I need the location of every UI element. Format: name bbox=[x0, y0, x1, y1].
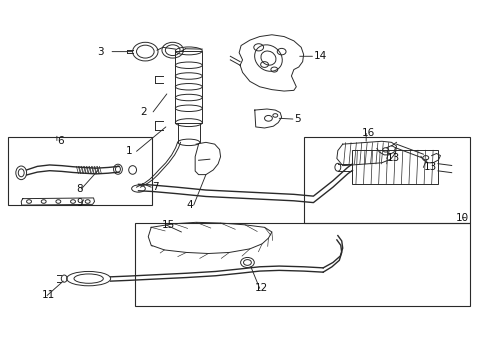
Text: 7: 7 bbox=[152, 182, 159, 192]
Text: 1: 1 bbox=[126, 146, 133, 156]
Text: 4: 4 bbox=[186, 200, 193, 210]
Text: 5: 5 bbox=[294, 114, 300, 124]
Text: 2: 2 bbox=[141, 107, 147, 117]
Text: 11: 11 bbox=[42, 291, 55, 301]
Text: 6: 6 bbox=[57, 136, 64, 145]
Bar bbox=[8, 137, 152, 205]
Text: 13: 13 bbox=[423, 162, 437, 172]
Bar bbox=[175, 51, 202, 123]
Bar bbox=[352, 150, 438, 184]
Text: 15: 15 bbox=[162, 220, 175, 230]
Text: 3: 3 bbox=[97, 46, 103, 57]
Text: 10: 10 bbox=[456, 213, 469, 222]
Text: 13: 13 bbox=[387, 153, 400, 163]
Text: 12: 12 bbox=[255, 283, 268, 293]
Text: 16: 16 bbox=[362, 129, 375, 138]
Bar bbox=[304, 137, 470, 223]
Bar bbox=[135, 223, 470, 306]
Text: 14: 14 bbox=[314, 51, 327, 61]
Text: 8: 8 bbox=[76, 184, 83, 194]
Text: 9: 9 bbox=[76, 198, 83, 208]
